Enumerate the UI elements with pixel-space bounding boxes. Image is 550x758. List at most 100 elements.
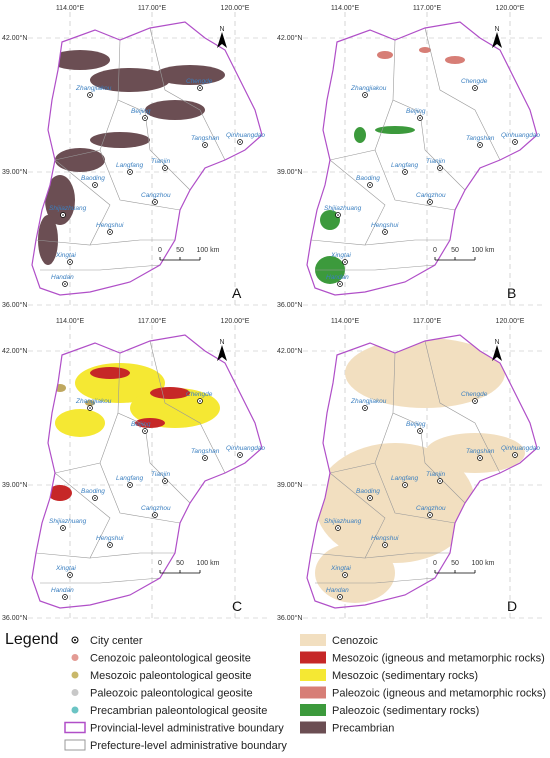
scale-label: 0: [433, 560, 437, 567]
legend-symbol: [71, 671, 79, 679]
city-dot: [154, 514, 156, 516]
lat-label: 39.00°N: [277, 481, 302, 489]
legend-label: Paleozoic (igneous and metamorphic rocks…: [332, 688, 546, 700]
city-dot: [344, 261, 346, 263]
city-dot: [419, 430, 421, 432]
city-name: Xingtai: [55, 252, 76, 259]
prefecture-boundary: [374, 149, 456, 211]
legend-symbol: [71, 706, 79, 714]
city-dot: [64, 596, 66, 598]
prefecture-boundary: [419, 424, 466, 504]
north-arrow: [217, 345, 227, 361]
city-name: Langfang: [391, 475, 418, 482]
prefecture-boundary: [310, 472, 386, 559]
city-dot: [514, 454, 516, 456]
city-dot: [144, 430, 146, 432]
city-name: Zhangjiakou: [350, 85, 387, 92]
city-name: Tangshan: [466, 135, 495, 142]
city-dot: [154, 201, 156, 203]
rock-unit: [45, 175, 75, 225]
lat-label: 42.00°N: [277, 347, 302, 355]
city-dot: [369, 497, 371, 499]
lat-label: 42.00°N: [2, 347, 27, 355]
legend-label: Cenozoic: [332, 635, 378, 647]
lat-label: 36.00°N: [277, 301, 302, 309]
city-name: Baoding: [81, 175, 105, 182]
city-name: Cangzhou: [141, 192, 171, 199]
legend-swatch: [300, 634, 326, 646]
city-name: Tangshan: [191, 448, 220, 455]
prefecture-boundary: [89, 239, 175, 246]
legend-swatch: [300, 669, 326, 681]
city-name: Tianjin: [151, 471, 170, 478]
city-dot: [129, 171, 131, 173]
lat-label: 36.00°N: [2, 301, 27, 309]
rock-unit: [48, 485, 72, 501]
map-panel: 114.00°E 117.00°E 120.00°E 42.00°N 39.00°N 36…: [2, 4, 270, 309]
prefecture-boundary: [144, 111, 191, 191]
city-name: Hengshui: [96, 222, 124, 229]
city-name: Baoding: [356, 175, 380, 182]
lat-label: 39.00°N: [2, 168, 27, 176]
north-label: N: [219, 339, 224, 346]
city-name: Hengshui: [96, 535, 124, 542]
prefecture-boundary: [364, 239, 450, 246]
legend-swatch: [300, 686, 326, 699]
city-dot: [419, 117, 421, 119]
prefecture-boundary: [35, 472, 111, 559]
legend-label: City center: [90, 635, 143, 647]
legend-label: Precambrian paleontological geosite: [90, 705, 267, 717]
legend-label: Precambrian: [332, 723, 394, 735]
city-name: Handan: [51, 274, 74, 281]
prefecture-boundary: [364, 552, 450, 559]
legend-swatch: [300, 651, 326, 664]
prefecture-boundary: [424, 27, 501, 161]
city-dot: [204, 457, 206, 459]
city-dot: [109, 544, 111, 546]
province-boundary: [31, 21, 263, 296]
rock-unit: [345, 338, 505, 408]
scale-label: 0: [158, 247, 162, 254]
lon-label: 120.00°E: [496, 4, 525, 12]
legend-item: Precambrian paleontological geosite: [71, 705, 267, 717]
panel-label: A: [232, 285, 242, 301]
lat-label: 36.00°N: [277, 614, 302, 622]
lat-label: 36.00°N: [2, 614, 27, 622]
north-label: N: [219, 26, 224, 33]
city-dot: [474, 400, 476, 402]
city-name: Cangzhou: [416, 192, 446, 199]
rock-unit: [425, 433, 525, 473]
city-name: Xingtai: [55, 565, 76, 572]
legend-item: Mesozoic (sedimentary rocks): [300, 669, 478, 682]
city-name: Chengde: [186, 391, 213, 398]
city-dot: [69, 574, 71, 576]
city-dot: [62, 527, 64, 529]
rock-unit: [85, 400, 95, 406]
legend-symbol: [64, 721, 86, 734]
city-dot: [94, 184, 96, 186]
city-name: Tianjin: [426, 158, 445, 165]
lon-label: 114.00°E: [56, 4, 85, 12]
legend-item: Paleozoic paleontological geosite: [71, 688, 253, 700]
lon-label: 120.00°E: [221, 4, 250, 12]
city-dot: [199, 400, 201, 402]
geology: [35, 27, 226, 271]
city-name: Cangzhou: [141, 505, 171, 512]
city-dot: [89, 407, 91, 409]
city-dot: [364, 94, 366, 96]
city-name: Shijiazhuang: [324, 205, 362, 212]
scale-label: 50: [176, 560, 184, 567]
city-dot: [514, 141, 516, 143]
legend-label: Provincial-level administrative boundary: [90, 723, 284, 735]
map-panel: 114.00°E 117.00°E 120.00°E 42.00°N 39.00°N 36…: [277, 317, 545, 622]
city-name: Zhangjiakou: [75, 85, 112, 92]
rock-unit: [55, 148, 105, 172]
rock-unit: [130, 388, 220, 428]
geology: [310, 27, 501, 284]
city-name: Chengde: [186, 78, 213, 85]
legend-label: Mesozoic (igneous and metamorphic rocks): [332, 653, 545, 665]
prefecture-boundary: [144, 424, 191, 504]
city-dot: [239, 141, 241, 143]
city-dot: [339, 596, 341, 598]
lon-label: 120.00°E: [496, 317, 525, 325]
